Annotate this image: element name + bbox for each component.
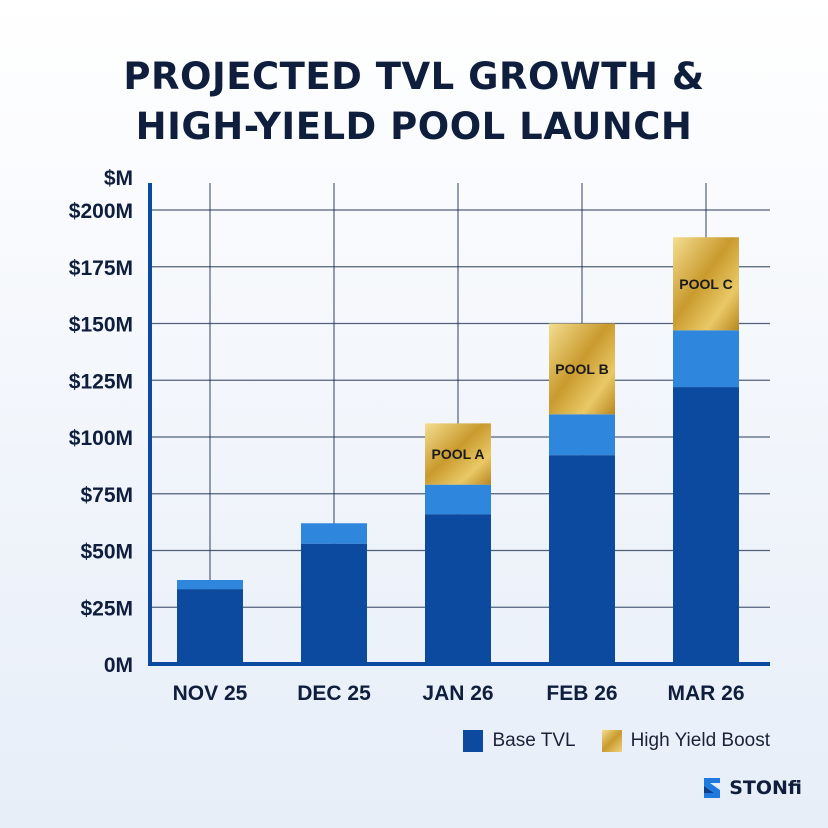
bar-growth-2 <box>425 484 491 515</box>
y-tick-label-150: $150M <box>69 314 133 337</box>
y-axis-unit-label: $M <box>104 167 133 190</box>
x-tick-label-1: DEC 25 <box>297 682 371 705</box>
bar-growth-4 <box>673 330 739 388</box>
bar-base-3 <box>549 455 615 664</box>
x-tick-label-2: JAN 26 <box>422 682 493 705</box>
legend-item-boost: High Yield Boost <box>601 730 770 752</box>
y-tick-label-75: $75M <box>80 484 133 507</box>
y-tick-label-100: $100M <box>69 427 133 450</box>
y-tick-label-175: $175M <box>69 257 133 280</box>
title-line-1: PROJECTED TVL GROWTH & <box>123 55 705 98</box>
y-tick-label-0: 0M <box>104 654 133 677</box>
bar-boost-3 <box>549 323 615 415</box>
bar-boost-4 <box>673 237 739 331</box>
bars <box>177 237 739 664</box>
legend-label-base: Base TVL <box>492 730 576 751</box>
pool-label-3: POOL B <box>555 361 608 377</box>
bar-growth-0 <box>177 580 243 590</box>
brand-name: STONfi <box>729 777 802 799</box>
x-tick-label-3: FEB 26 <box>546 682 617 705</box>
x-tick-label-0: NOV 25 <box>173 682 248 705</box>
legend-swatch-base <box>463 730 484 752</box>
axis-labels: 0M $25M $50M $75M $100M $125M $150M $175M $200M $… <box>69 167 745 705</box>
brand-logo: STONfi <box>701 776 802 800</box>
bar-growth-1 <box>301 523 367 544</box>
legend-swatch-boost <box>601 730 622 752</box>
axes <box>148 183 770 666</box>
chart-title: PROJECTED TVL GROWTH & HIGH-YIELD POOL L… <box>0 52 828 152</box>
bar-base-2 <box>425 514 491 664</box>
x-tick-label-4: MAR 26 <box>667 682 744 705</box>
legend-item-base: Base TVL <box>463 730 576 752</box>
bar-base-0 <box>177 589 243 664</box>
legend: Base TVL High Yield Boost <box>463 730 770 752</box>
pool-label-2: POOL A <box>432 446 485 462</box>
bar-base-4 <box>673 387 739 664</box>
pool-label-4: POOL C <box>679 276 732 292</box>
y-tick-label-50: $50M <box>80 541 133 564</box>
y-tick-label-200: $200M <box>69 200 133 223</box>
y-tick-label-125: $125M <box>69 370 133 393</box>
title-line-2: HIGH-YIELD POOL LAUNCH <box>135 105 693 148</box>
bar-base-1 <box>301 543 367 664</box>
bar-growth-3 <box>549 414 615 456</box>
ston-logo-icon <box>704 778 721 798</box>
legend-label-boost: High Yield Boost <box>630 730 770 751</box>
y-tick-label-25: $25M <box>80 597 133 620</box>
bar-boost-2 <box>425 423 491 485</box>
